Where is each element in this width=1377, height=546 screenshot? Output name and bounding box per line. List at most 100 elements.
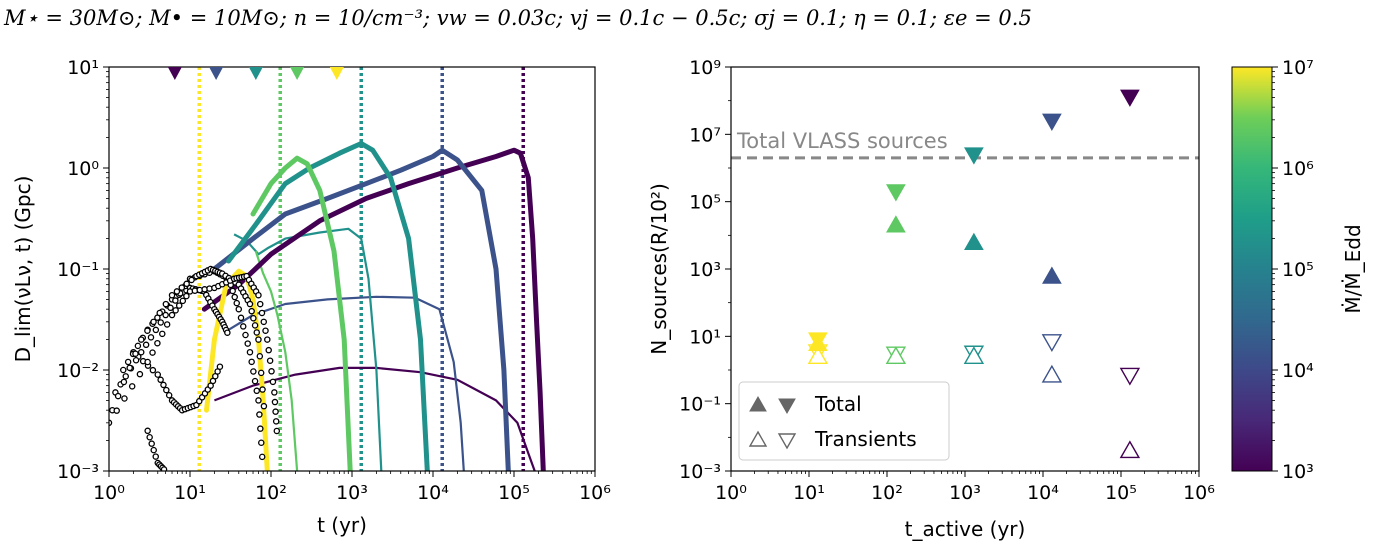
model-point <box>154 371 162 378</box>
model-point <box>157 376 164 384</box>
legend-total-label: Total <box>814 392 862 416</box>
colorbar-gradient <box>1231 66 1273 472</box>
model-point <box>183 280 190 288</box>
model-point <box>156 309 163 317</box>
legend-total-up-symbol <box>749 395 767 412</box>
model-point <box>132 357 140 364</box>
model-point <box>137 336 145 343</box>
model-point <box>260 318 268 326</box>
model-point <box>256 300 264 308</box>
x-tick-label: 10³ <box>949 482 981 504</box>
y-tick-label: 10⁵ <box>689 192 721 214</box>
model-point <box>122 373 129 380</box>
x-tick-label: 10⁵ <box>498 482 530 504</box>
x-tick-label: 10³ <box>336 482 368 504</box>
x-tick-label: 10⁰ <box>715 482 747 504</box>
model-point <box>124 358 132 366</box>
model-point <box>258 453 266 461</box>
model-point <box>272 418 280 425</box>
total-up-marker-1e7 <box>808 333 828 352</box>
colorbar-label: Ṁ/Ṁ_Edd <box>1341 224 1365 313</box>
model-point <box>258 439 265 447</box>
y-tick-label: 10⁰ <box>67 158 99 180</box>
legend-transient-down-symbol <box>777 433 797 450</box>
right-ticks: 10⁰ 10¹ 10² 10³ 10⁴ 10⁵ 10⁶ 10⁻³ 10⁻¹ 10¹ 10³ 10⁵ 10… <box>679 57 1215 504</box>
model-point <box>172 297 179 304</box>
x-tick-label: 10¹ <box>174 482 206 504</box>
model-point <box>149 349 156 356</box>
total-up-marker-1e5 <box>964 232 984 251</box>
model-point <box>157 319 164 326</box>
model-point <box>188 276 195 284</box>
model-point <box>271 398 279 406</box>
total-curve-1e6 <box>250 155 353 471</box>
left-x-axis-title: t (yr) <box>317 513 367 537</box>
model-point <box>128 383 136 390</box>
model-point <box>265 346 272 354</box>
transient-up-marker-1e6 <box>885 346 907 365</box>
model-point <box>266 357 274 364</box>
model-point <box>231 293 238 301</box>
right-plot-area <box>731 89 1199 459</box>
lifetime-marker-1e7 <box>329 67 344 80</box>
left-plot-area <box>109 67 546 471</box>
colorbar: 10³ 10⁴ 10⁵ 10⁶ 10⁷ Ṁ/Ṁ_Edd <box>1231 57 1365 483</box>
parameter-header: M⋆ = 30M⊙; M• = 10M⊙; n = 10/cm⁻³; vw = … <box>3 6 1032 30</box>
model-point <box>160 381 167 389</box>
model-point <box>159 330 166 338</box>
x-tick-label: 10⁴ <box>417 482 449 504</box>
total-down-marker-1e6 <box>886 184 906 202</box>
model-point <box>152 326 160 334</box>
model-point <box>114 392 122 400</box>
total-curve-1e4 <box>211 147 511 471</box>
model-point <box>154 339 161 347</box>
model-point <box>224 329 231 336</box>
left-panel: 10⁰ 10¹ 10² 10³ 10⁴ 10⁵ 10⁶10⁻³10⁻²10⁻¹10⁰10¹ … <box>11 57 611 537</box>
total-up-marker-1e4 <box>1042 266 1062 284</box>
total-down-marker-1e3 <box>1120 89 1140 107</box>
model-point <box>183 292 190 300</box>
model-point <box>233 299 240 307</box>
model-point <box>160 466 168 471</box>
total-curve-1e5 <box>226 141 430 471</box>
model-point <box>255 291 262 299</box>
model-point <box>163 321 171 328</box>
transient-up-marker-1e4 <box>1041 364 1063 383</box>
model-point <box>150 446 157 454</box>
right-x-axis-title: t_active (yr) <box>905 517 1026 541</box>
model-point <box>246 300 254 308</box>
left-lifetime-markers <box>167 67 344 80</box>
colorbar-tick-label: 10⁴ <box>1282 360 1314 382</box>
colorbar-tick-label: 10⁶ <box>1282 158 1314 180</box>
total-down-marker-1e4 <box>1042 113 1062 131</box>
y-tick-label: 10⁷ <box>689 124 721 146</box>
x-tick-label: 10⁶ <box>579 482 611 504</box>
model-point <box>142 341 150 349</box>
x-tick-label: 10⁰ <box>93 482 125 504</box>
model-point <box>250 315 257 322</box>
model-point <box>179 297 187 305</box>
model-point <box>172 307 179 314</box>
model-point <box>256 411 263 418</box>
model-point <box>273 427 281 435</box>
model-point <box>248 358 255 366</box>
model-point <box>147 334 155 341</box>
model-point <box>260 402 268 410</box>
transient-curve-1e6 <box>254 250 299 471</box>
lifetime-marker-1e4 <box>209 67 224 80</box>
model-point <box>113 407 120 414</box>
left-ticks: 10⁰ 10¹ 10² 10³ 10⁴ 10⁵ 10⁶ 10⁻³ 10⁻² 10⁻¹ 10⁰ 10¹ <box>57 57 611 504</box>
vlass-label: Total VLASS sources <box>736 129 948 153</box>
model-point <box>237 314 245 322</box>
model-point <box>264 336 271 343</box>
transient-curve-1e5 <box>233 227 383 471</box>
y-tick-label: 10⁻³ <box>679 461 721 483</box>
model-point <box>175 302 183 309</box>
model-point <box>136 370 144 378</box>
y-tick-label: 10⁻² <box>57 360 99 382</box>
model-point <box>246 348 254 356</box>
model-point <box>259 386 266 393</box>
lifetime-marker-1e3 <box>167 67 182 80</box>
y-tick-label: 10¹ <box>689 326 721 348</box>
model-point <box>144 327 151 334</box>
